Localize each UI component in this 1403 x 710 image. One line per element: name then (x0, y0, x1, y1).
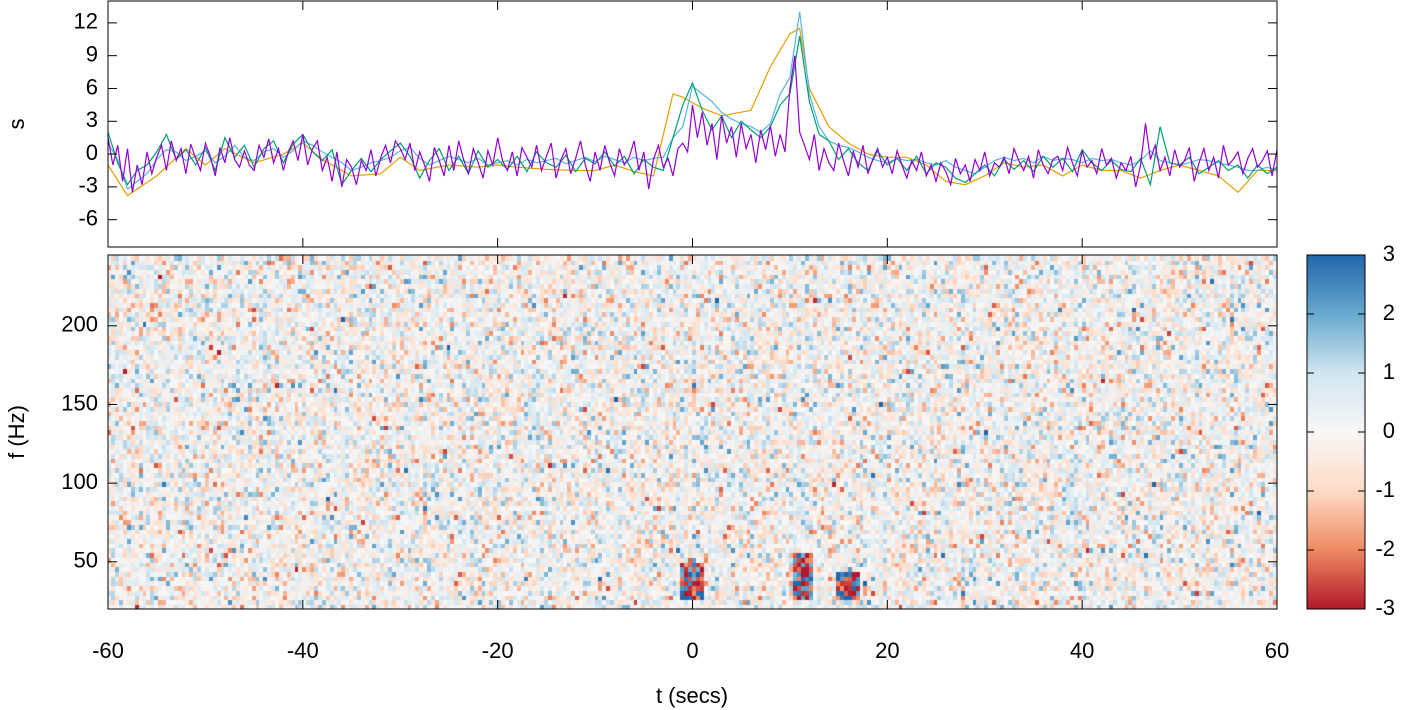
spec-x-tick-label: 0 (686, 638, 698, 663)
spectrogram-x-axis-label: t (secs) (656, 683, 728, 708)
ts-y-tick-label: 6 (86, 74, 98, 99)
time-series-panel: -6 -3 0 3 6 9 12 s (4, 0, 1278, 248)
spec-x-tick-label: 40 (1070, 638, 1094, 663)
spectrogram-ticks: 50 100 150 200 -60 -40 -20 0 20 40 60 (61, 255, 1289, 663)
time-series-y-axis-label: s (4, 119, 29, 130)
spec-y-tick-label: 50 (74, 548, 98, 573)
spectrogram-y-axis-label: f (Hz) (4, 405, 29, 459)
colorbar-tick-label: 0 (1383, 418, 1395, 443)
colorbar-tick-label: -2 (1375, 536, 1395, 561)
colorbar-tick-label: -1 (1375, 477, 1395, 502)
ts-y-tick-label: 12 (74, 9, 98, 34)
spec-x-tick-label: 20 (875, 638, 899, 663)
ts-y-tick-label: -6 (78, 205, 98, 230)
ts-y-tick-label: -3 (78, 173, 98, 198)
spectrogram-cells (108, 255, 1277, 609)
series-line-1 (107, 11, 1278, 191)
time-series-ticks: -6 -3 0 3 6 9 12 (74, 1, 1278, 247)
ts-y-tick-label: 9 (86, 41, 98, 66)
spec-x-tick-label: -40 (287, 638, 319, 663)
colorbar-gradient (1306, 254, 1366, 610)
colorbar-ticks: 3 2 1 0 -1 -2 -3 (1307, 241, 1395, 620)
spec-x-tick-label: -20 (482, 638, 514, 663)
colorbar: 3 2 1 0 -1 -2 -3 (1306, 241, 1395, 620)
colorbar-tick-label: -3 (1375, 595, 1395, 620)
colorbar-tick-label: 3 (1383, 241, 1395, 266)
spec-y-tick-label: 150 (61, 390, 98, 415)
spec-x-tick-label: 60 (1265, 638, 1289, 663)
colorbar-tick-label: 2 (1383, 300, 1395, 325)
spectrogram-image (108, 255, 1277, 609)
spec-y-tick-label: 100 (61, 469, 98, 494)
ts-y-tick-label: 0 (86, 140, 98, 165)
spec-y-tick-label: 200 (61, 312, 98, 337)
time-series-plot-area (108, 1, 1277, 247)
time-series-lines (107, 11, 1278, 197)
spec-x-tick-label: -60 (92, 638, 124, 663)
spectrogram-panel: 50 100 150 200 -60 -40 -20 0 20 40 60 f (Hz) t (se… (4, 254, 1289, 708)
series-line-3 (107, 55, 1278, 193)
ts-y-tick-label: 3 (86, 107, 98, 132)
colorbar-tick-label: 1 (1383, 359, 1395, 384)
